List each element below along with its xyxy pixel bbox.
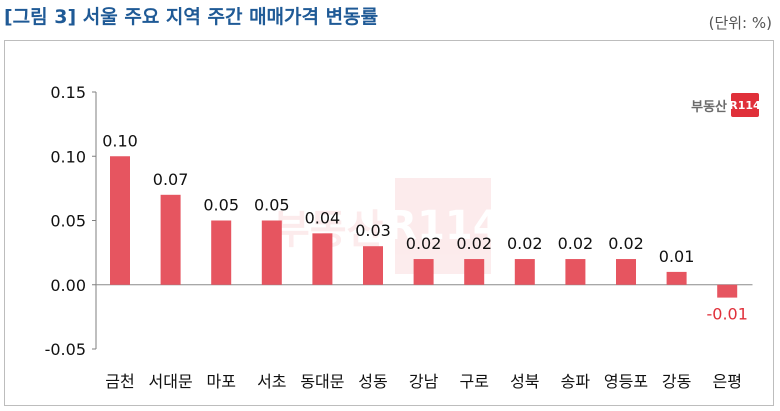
data-label: 0.10 bbox=[102, 131, 138, 150]
bar bbox=[464, 259, 485, 285]
data-label: 0.04 bbox=[305, 208, 341, 227]
data-label: 0.02 bbox=[608, 234, 644, 253]
data-label: 0.05 bbox=[254, 196, 290, 215]
bar bbox=[666, 271, 687, 285]
x-tick-label: 구로 bbox=[459, 372, 488, 391]
bar bbox=[717, 284, 738, 298]
data-label: 0.02 bbox=[456, 234, 492, 253]
y-tick-label: 0.10 bbox=[50, 147, 86, 166]
bar bbox=[261, 220, 282, 285]
x-tick-label: 서초 bbox=[257, 372, 286, 391]
y-tick-label: -0.05 bbox=[45, 340, 86, 359]
x-tick-label: 영등포 bbox=[604, 372, 648, 391]
x-tick-label: 금천 bbox=[105, 372, 134, 391]
y-tick-label: 0.00 bbox=[50, 276, 86, 295]
data-label: 0.02 bbox=[558, 234, 594, 253]
x-tick-label: 송파 bbox=[561, 372, 591, 391]
chart-frame: 부동산 R114 부동산 R114 bbox=[4, 40, 774, 406]
x-tick-label: 동대문 bbox=[300, 372, 344, 391]
bar bbox=[565, 259, 586, 285]
unit-label: (단위: %) bbox=[708, 14, 772, 32]
data-label: 0.02 bbox=[406, 234, 442, 253]
data-label: 0.03 bbox=[355, 221, 391, 240]
watermark: 부동산 R114 bbox=[273, 151, 573, 301]
bar bbox=[211, 220, 232, 285]
bar bbox=[413, 259, 434, 285]
chart-title: [그림 3] 서울 주요 지역 주간 매매가격 변동률 bbox=[4, 6, 379, 28]
logo-text: 부동산 bbox=[691, 99, 727, 115]
y-tick-label: 0.15 bbox=[50, 83, 86, 102]
data-label: 0.05 bbox=[203, 196, 239, 215]
x-tick-label: 은평 bbox=[712, 372, 741, 391]
x-tick-label: 성동 bbox=[358, 372, 387, 391]
bar bbox=[110, 156, 130, 285]
data-label: 0.01 bbox=[659, 247, 695, 266]
bar bbox=[363, 246, 383, 285]
x-tick-label: 마포 bbox=[206, 372, 235, 391]
x-tick-label: 성북 bbox=[510, 372, 539, 391]
x-tick-label: 서대문 bbox=[149, 372, 193, 391]
x-tick-label: 강남 bbox=[409, 372, 439, 391]
bar bbox=[514, 259, 535, 285]
y-tick-label: 0.05 bbox=[50, 212, 86, 231]
x-tick-label: 강동 bbox=[662, 372, 691, 391]
data-label: 0.02 bbox=[507, 234, 543, 253]
bar bbox=[616, 259, 636, 285]
logo-mark: R114 bbox=[729, 93, 761, 117]
brand-logo: 부동산 R114 bbox=[691, 93, 761, 117]
data-label: 0.07 bbox=[153, 170, 189, 189]
bar bbox=[160, 194, 181, 285]
data-label: -0.01 bbox=[706, 305, 747, 324]
bar bbox=[312, 233, 333, 285]
watermark-mark: R114 bbox=[386, 178, 501, 274]
